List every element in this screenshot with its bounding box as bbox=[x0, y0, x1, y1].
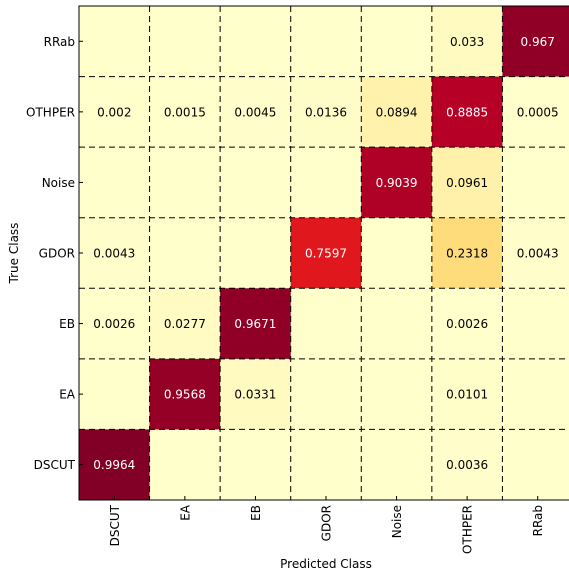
heatmap-cell bbox=[290, 288, 362, 360]
heatmap-cell bbox=[361, 76, 433, 148]
cell-value-label: 0.0043 bbox=[93, 246, 135, 260]
cell-value-label: 0.0005 bbox=[517, 105, 559, 119]
heatmap-cell bbox=[149, 147, 221, 219]
heatmap-cell bbox=[220, 6, 292, 78]
heatmap-cell bbox=[149, 288, 221, 360]
cell-value-label: 0.0331 bbox=[234, 388, 276, 402]
heatmap-cell bbox=[79, 6, 151, 78]
text-layer: 0.033 0.967 0.002 0.0015 0.0045 0.0136 0.0894 0… bbox=[93, 35, 558, 472]
heatmap-cell bbox=[149, 6, 221, 78]
heatmap-cell bbox=[220, 217, 292, 289]
heatmap-cell bbox=[149, 358, 221, 430]
heatmap-cell bbox=[220, 288, 292, 360]
heatmap-cell bbox=[220, 76, 292, 148]
heatmap-cell bbox=[290, 76, 362, 148]
heatmap-cell bbox=[431, 288, 503, 360]
y-tick-label: RRab bbox=[44, 35, 75, 49]
heatmap-cell bbox=[361, 358, 433, 430]
cell-value-label: 0.0277 bbox=[164, 317, 206, 331]
cells-layer bbox=[79, 6, 569, 501]
heatmap-cell bbox=[431, 147, 503, 219]
x-tick-label: EA bbox=[178, 504, 192, 521]
heatmap-cell bbox=[79, 288, 151, 360]
heatmap-cell bbox=[361, 6, 433, 78]
heatmap-cell bbox=[431, 358, 503, 430]
cell-value-label: 0.0036 bbox=[446, 458, 488, 472]
heatmap-cell bbox=[431, 6, 503, 78]
y-tick-label: Noise bbox=[42, 176, 75, 190]
heatmap-cell bbox=[220, 358, 292, 430]
y-tick-label: GDOR bbox=[39, 246, 75, 260]
heatmap-cell bbox=[290, 217, 362, 289]
cell-value-label: 0.002 bbox=[97, 105, 131, 119]
x-axis-label: Predicted Class bbox=[280, 557, 372, 571]
heatmap-cell bbox=[149, 76, 221, 148]
heatmap-cell bbox=[149, 429, 221, 501]
cell-value-label: 0.9039 bbox=[376, 176, 418, 190]
heatmap-cell bbox=[79, 358, 151, 430]
cell-value-label: 0.8885 bbox=[446, 105, 488, 119]
cell-value-label: 0.0043 bbox=[517, 246, 559, 260]
y-tick-label: DSCUT bbox=[34, 458, 76, 472]
cell-value-label: 0.967 bbox=[521, 35, 555, 49]
heatmap-cell bbox=[290, 358, 362, 430]
heatmap-cell bbox=[361, 147, 433, 219]
heatmap-cell bbox=[220, 429, 292, 501]
cell-value-label: 0.033 bbox=[450, 35, 484, 49]
heatmap-cell bbox=[502, 288, 569, 360]
x-tick-label: Noise bbox=[390, 505, 404, 538]
heatmap-cell bbox=[361, 288, 433, 360]
cell-value-label: 0.0894 bbox=[376, 105, 418, 119]
y-tick-label: EB bbox=[59, 317, 75, 331]
cell-value-label: 0.0026 bbox=[93, 317, 135, 331]
cell-value-label: 0.7597 bbox=[305, 246, 347, 260]
heatmap-cell bbox=[79, 217, 151, 289]
cell-value-label: 0.0101 bbox=[446, 388, 488, 402]
cell-value-label: 0.9964 bbox=[93, 458, 135, 472]
heatmap-cell bbox=[361, 217, 433, 289]
cell-value-label: 0.2318 bbox=[446, 246, 488, 260]
heatmap-cell bbox=[431, 429, 503, 501]
heatmap-cell bbox=[431, 76, 503, 148]
heatmap-cell bbox=[290, 6, 362, 78]
x-tick-label: GDOR bbox=[319, 505, 333, 541]
heatmap-cell bbox=[502, 429, 569, 501]
heatmap-cell bbox=[79, 76, 151, 148]
cell-value-label: 0.9671 bbox=[234, 317, 276, 331]
x-tick-label: DSCUT bbox=[108, 504, 122, 546]
cell-value-label: 0.0015 bbox=[164, 105, 206, 119]
heatmap-cell bbox=[290, 147, 362, 219]
cell-value-label: 0.0961 bbox=[446, 176, 488, 190]
heatmap-cell bbox=[220, 147, 292, 219]
cell-value-label: 0.9568 bbox=[164, 388, 206, 402]
heatmap-cell bbox=[79, 429, 151, 501]
x-tick-label: RRab bbox=[531, 505, 545, 536]
y-tick-label: OTHPER bbox=[26, 105, 75, 119]
x-tick-label: OTHPER bbox=[461, 505, 475, 554]
y-tick-label: EA bbox=[59, 388, 76, 402]
heatmap-cell bbox=[79, 147, 151, 219]
cell-value-label: 0.0045 bbox=[234, 105, 276, 119]
cell-value-label: 0.0136 bbox=[305, 105, 347, 119]
heatmap-cell bbox=[502, 6, 569, 78]
grid-layer bbox=[79, 6, 569, 500]
heatmap-cell bbox=[502, 358, 569, 430]
heatmap-cell bbox=[361, 429, 433, 501]
heatmap-cell bbox=[149, 217, 221, 289]
heatmap-cell bbox=[502, 147, 569, 219]
heatmap-cell bbox=[431, 217, 503, 289]
heatmap-cell bbox=[502, 217, 569, 289]
heatmap-cell bbox=[290, 429, 362, 501]
ticks-layer: RRab OTHPER Noise GDOR EB EA DSCUT DSCUT EA EB GDO… bbox=[26, 35, 545, 554]
cell-value-label: 0.0026 bbox=[446, 317, 488, 331]
y-axis-label: True Class bbox=[7, 223, 21, 285]
heatmap-cell bbox=[502, 76, 569, 148]
x-tick-label: EB bbox=[249, 505, 263, 521]
